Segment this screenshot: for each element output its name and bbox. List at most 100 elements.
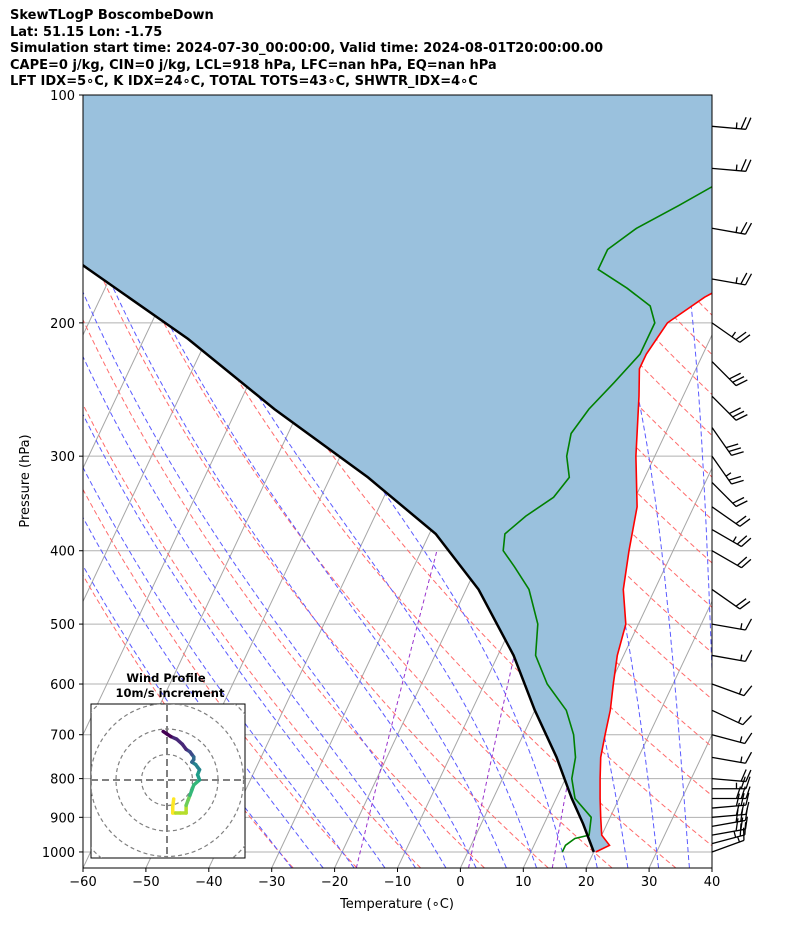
wind-barb-flag <box>735 515 747 525</box>
wind-barb-flag <box>742 715 752 726</box>
wind-barb-flag <box>745 769 752 782</box>
dry-adiabat <box>224 95 712 700</box>
wind-barb-flag <box>743 685 753 697</box>
dry-adiabat <box>83 148 613 868</box>
chart-header: SkewTLogP BoscombeDown Lat: 51.15 Lon: -… <box>10 8 603 91</box>
temperature-line <box>595 292 712 853</box>
dry-adiabat <box>83 403 422 868</box>
wind-barb-staff <box>711 506 741 527</box>
wind-barb-flag <box>731 479 744 485</box>
wind-barb-flag <box>732 410 745 418</box>
wind-barb-staff <box>711 227 746 235</box>
wind-barb-flag <box>745 801 750 815</box>
wind-barb-flag <box>740 817 744 831</box>
wind-barb-flag <box>731 331 737 338</box>
x-tick-label: −50 <box>132 875 159 890</box>
wind-barb-flag <box>741 558 752 569</box>
wind-barb-flag <box>735 122 738 129</box>
wind-barb-staff <box>711 804 746 809</box>
wind-barb-flag <box>745 792 750 806</box>
wind-barb-staff <box>711 756 746 764</box>
wind-barb-flag <box>739 518 751 527</box>
wind-barb-flag <box>738 688 743 695</box>
wind-barb-flag <box>740 623 743 630</box>
hodograph-title: Wind Profile <box>126 671 206 685</box>
plot-area: −60 −50 −40 −30 −20 −10 0 10 20 30 40 100 200 300 400 5… <box>42 89 753 890</box>
isotherm <box>585 600 712 868</box>
wind-barb <box>711 455 744 485</box>
wind-barb-flag <box>733 831 737 838</box>
x-tick-label: 30 <box>641 875 658 890</box>
wind-barb-flag <box>729 407 741 415</box>
wind-barb <box>711 395 748 421</box>
wind-barb-flag <box>739 600 751 610</box>
wind-barb-staff <box>711 839 745 853</box>
x-tick-label: 40 <box>704 875 721 890</box>
isotherm <box>648 733 712 868</box>
wind-barb <box>712 776 751 790</box>
wind-barb-flag <box>729 372 741 380</box>
wind-barb-flag <box>744 618 753 631</box>
wind-barb-staff <box>711 588 741 610</box>
wind-barb-flag <box>728 475 742 481</box>
wind-barb-staff <box>711 427 733 456</box>
chart-title: SkewTLogP BoscombeDown <box>10 8 214 23</box>
wind-barb-flag <box>739 736 743 743</box>
wind-barb <box>711 117 752 130</box>
wind-barb <box>711 272 753 286</box>
wind-barb-flag <box>740 117 747 130</box>
wind-barb <box>711 528 752 548</box>
mixing-ratio-line <box>355 550 438 868</box>
dry-adiabat <box>83 318 485 868</box>
x-tick-label: 20 <box>578 875 595 890</box>
hodograph-ring <box>91 704 245 858</box>
wind-barb-flag <box>740 221 748 234</box>
wind-barb-staff <box>711 322 741 343</box>
wind-barb-staff <box>711 777 746 783</box>
y-tick-label: 800 <box>50 773 75 788</box>
x-tick-label: −40 <box>195 875 222 890</box>
location-line: Lat: 51.15 Lon: -1.75 <box>10 24 163 40</box>
y-tick-label: 500 <box>50 618 75 633</box>
wind-barb <box>711 361 748 387</box>
wind-barb <box>711 769 752 783</box>
wind-barb-flag <box>735 818 739 831</box>
hodograph-subtitle: 10m/s increment <box>116 686 225 700</box>
y-tick-label: 200 <box>50 317 75 332</box>
time-line: Simulation start time: 2024-07-30_00:00:… <box>10 41 603 56</box>
wind-barb-flag <box>740 793 745 806</box>
moist-adiabat <box>83 564 293 868</box>
wind-barb-flag <box>740 776 746 789</box>
x-tick-label: −30 <box>258 875 285 890</box>
moist-adiabat <box>83 291 447 868</box>
dry-adiabat <box>94 95 677 868</box>
wind-barb-staff <box>711 528 742 548</box>
hodograph-clip-group <box>91 704 245 858</box>
wind-barb <box>711 792 750 809</box>
x-tick-label: 0 <box>456 875 464 890</box>
wind-barb-flag <box>736 535 748 545</box>
wind-barb-flag <box>744 816 748 830</box>
y-tick-label: 1000 <box>42 846 75 861</box>
wind-barb-flag <box>739 334 751 343</box>
mixing-ratio-line <box>551 550 614 868</box>
wind-barb-flag <box>745 776 751 789</box>
wind-barb-staff <box>711 623 746 631</box>
wind-barb <box>711 322 751 343</box>
y-tick-label: 400 <box>50 545 75 560</box>
hodograph-trace <box>161 729 169 736</box>
wind-barb-flag <box>731 451 744 457</box>
wind-barb-flag <box>725 443 739 449</box>
wind-barb-flag <box>735 379 748 387</box>
parcel-path-line <box>83 263 595 853</box>
wind-barb-flag <box>735 414 748 421</box>
wind-barb-flag <box>737 716 742 723</box>
wind-barb-flag <box>736 556 748 566</box>
wind-barb-flag <box>735 500 748 508</box>
dry-adiabat <box>83 574 294 868</box>
wind-barb <box>711 618 753 631</box>
wind-barb-staff <box>711 395 737 421</box>
shaded-region <box>83 95 712 852</box>
